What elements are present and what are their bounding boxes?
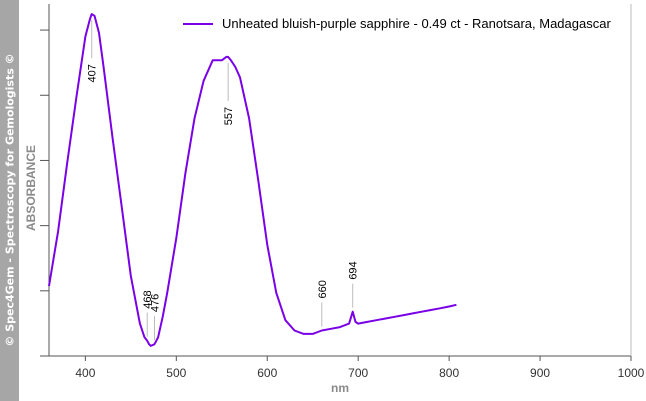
x-tick-label: 400	[75, 366, 95, 380]
x-axis-ticks: 400 500 600 700 800 900 1000	[75, 356, 645, 380]
peak-label: 468	[142, 290, 154, 308]
y-axis-title: ABSORBANCE	[24, 145, 38, 231]
series-layer	[48, 13, 457, 347]
x-tick-label: 900	[530, 366, 550, 380]
watermark-sidebar: © Spec4Gem - Spectroscopy for Gemologist…	[0, 0, 19, 401]
x-axis-title: nm	[331, 381, 349, 395]
peak-label: 557	[223, 107, 235, 125]
x-tick-label: 800	[439, 366, 459, 380]
legend-label: Unheated bluish-purple sapphire - 0.49 c…	[222, 16, 611, 31]
x-tick-label: 500	[166, 366, 186, 380]
legend: Unheated bluish-purple sapphire - 0.49 c…	[183, 16, 611, 31]
peak-label: 694	[348, 261, 360, 279]
x-tick-label: 1000	[618, 366, 645, 380]
x-tick-label: 700	[348, 366, 368, 380]
peak-label: 407	[87, 64, 99, 82]
plot-frame	[48, 4, 632, 357]
peak-label: 476	[149, 294, 161, 312]
y-axis-ticks	[40, 29, 49, 357]
x-tick-label: 600	[257, 366, 277, 380]
series-line	[48, 13, 457, 347]
peak-label: 660	[317, 280, 329, 298]
